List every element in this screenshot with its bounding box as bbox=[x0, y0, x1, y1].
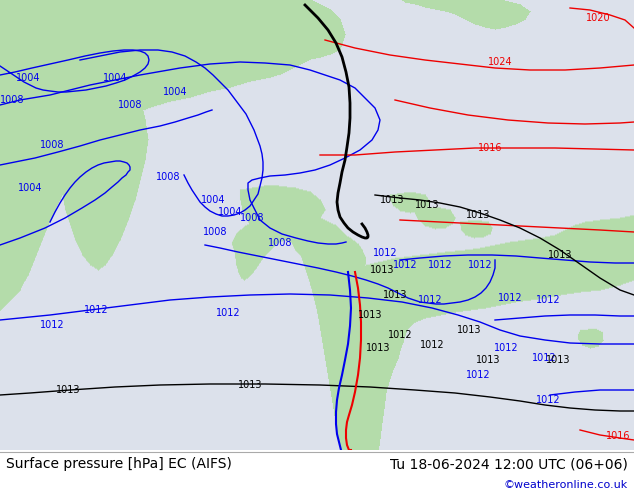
Text: 1013: 1013 bbox=[415, 200, 439, 210]
Text: 1008: 1008 bbox=[268, 238, 292, 248]
Text: Tu 18-06-2024 12:00 UTC (06+06): Tu 18-06-2024 12:00 UTC (06+06) bbox=[390, 457, 628, 471]
Text: 1004: 1004 bbox=[103, 73, 127, 83]
Text: 1012: 1012 bbox=[536, 395, 560, 405]
Text: 1008: 1008 bbox=[203, 227, 227, 237]
Text: 1013: 1013 bbox=[383, 290, 407, 300]
Text: 1004: 1004 bbox=[201, 195, 225, 205]
Text: 1013: 1013 bbox=[238, 380, 262, 390]
Text: 1012: 1012 bbox=[536, 295, 560, 305]
Text: 1012: 1012 bbox=[418, 295, 443, 305]
Text: 1004: 1004 bbox=[217, 207, 242, 217]
Text: 1012: 1012 bbox=[40, 320, 64, 330]
Text: 1013: 1013 bbox=[56, 385, 81, 395]
Text: 1012: 1012 bbox=[532, 353, 556, 363]
Text: 1004: 1004 bbox=[18, 183, 42, 193]
Text: 1004: 1004 bbox=[163, 87, 187, 97]
Text: 1012: 1012 bbox=[387, 330, 412, 340]
Text: 1013: 1013 bbox=[548, 250, 573, 260]
Text: 1012: 1012 bbox=[468, 260, 493, 270]
Text: 1012: 1012 bbox=[466, 370, 490, 380]
Text: 1012: 1012 bbox=[84, 305, 108, 315]
Text: 1013: 1013 bbox=[456, 325, 481, 335]
Text: 1013: 1013 bbox=[476, 355, 500, 365]
Text: 1012: 1012 bbox=[392, 260, 417, 270]
Text: 1004: 1004 bbox=[16, 73, 40, 83]
Text: 1020: 1020 bbox=[586, 13, 611, 23]
Text: 1013: 1013 bbox=[380, 195, 404, 205]
Text: 1008: 1008 bbox=[118, 100, 142, 110]
Text: ©weatheronline.co.uk: ©weatheronline.co.uk bbox=[503, 480, 628, 490]
Text: 1008: 1008 bbox=[240, 213, 264, 223]
Text: 1013: 1013 bbox=[366, 343, 391, 353]
Text: 1008: 1008 bbox=[156, 172, 180, 182]
Text: 1012: 1012 bbox=[494, 343, 519, 353]
Text: 1008: 1008 bbox=[0, 95, 24, 105]
Text: 1012: 1012 bbox=[216, 308, 240, 318]
Text: 1012: 1012 bbox=[420, 340, 444, 350]
Text: 1008: 1008 bbox=[40, 140, 64, 150]
Text: 1012: 1012 bbox=[373, 248, 398, 258]
Text: 1013: 1013 bbox=[370, 265, 394, 275]
Text: Surface pressure [hPa] EC (AIFS): Surface pressure [hPa] EC (AIFS) bbox=[6, 457, 232, 471]
Text: 1013: 1013 bbox=[546, 355, 570, 365]
Text: 1024: 1024 bbox=[488, 57, 512, 67]
Text: 1012: 1012 bbox=[498, 293, 522, 303]
Text: 1013: 1013 bbox=[466, 210, 490, 220]
Text: 1012: 1012 bbox=[428, 260, 452, 270]
Text: 1013: 1013 bbox=[358, 310, 382, 320]
Text: 1016: 1016 bbox=[605, 431, 630, 441]
Text: 1016: 1016 bbox=[478, 143, 502, 153]
